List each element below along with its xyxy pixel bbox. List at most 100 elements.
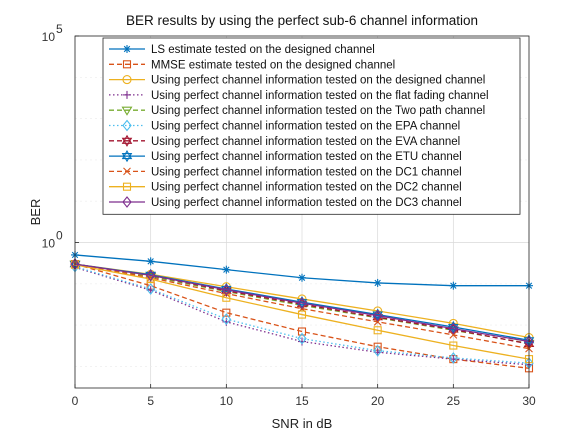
data-point [449, 341, 458, 350]
x-tick-label: 5 [147, 394, 154, 408]
legend-entry: Using perfect channel information tested… [109, 134, 460, 148]
data-point [297, 332, 307, 345]
marker-shape [121, 137, 133, 147]
x-tick-label: 30 [522, 394, 536, 408]
data-point [145, 269, 156, 282]
x-axis-label: SNR in dB [272, 416, 333, 431]
data-point [146, 257, 155, 266]
data-point [221, 313, 232, 325]
marker-stroke [123, 167, 131, 176]
data-point [297, 297, 307, 310]
marker-shape [222, 308, 231, 317]
series-11 [70, 258, 534, 348]
legend-label: Using perfect channel information tested… [151, 166, 462, 178]
series-line [74, 263, 530, 345]
legend-label: Using perfect channel information tested… [151, 75, 485, 87]
data-point [122, 75, 132, 85]
x-tick-label: 25 [447, 394, 461, 408]
legend-label: Using perfect channel information tested… [151, 121, 460, 133]
data-point [121, 106, 133, 116]
marker-shape [121, 153, 133, 163]
data-point [448, 352, 459, 364]
y-tick-label-base: 10 [42, 237, 56, 251]
x-tick-label: 0 [72, 394, 79, 408]
marker-shape [122, 75, 132, 85]
series-layer [69, 250, 535, 373]
data-point [297, 310, 307, 319]
y-tick-label-base: 10 [42, 30, 56, 44]
data-point [449, 330, 458, 339]
legend-entry: Using perfect channel information tested… [109, 182, 462, 194]
y-tick-label-exponent: 0 [56, 229, 63, 243]
legend-entry: Using perfect channel information tested… [109, 196, 462, 209]
marker-shape [373, 326, 382, 335]
marker-shape [145, 283, 156, 295]
marker-shape [122, 60, 132, 69]
data-point [123, 90, 131, 99]
legend-entry: Using perfect channel information tested… [109, 105, 485, 117]
marker-shape [221, 313, 232, 325]
data-point [448, 322, 459, 335]
data-point [221, 283, 232, 296]
chart-title: BER results by using the perfect sub-6 c… [126, 13, 478, 28]
legend-label: Using perfect channel information tested… [151, 151, 462, 163]
marker-shape [448, 322, 459, 335]
marker-shape [372, 344, 383, 357]
legend-label: MMSE estimate tested on the designed cha… [151, 59, 395, 71]
legend-label: Using perfect channel information tested… [151, 136, 460, 148]
legend-label: LS estimate tested on the designed chann… [151, 44, 375, 56]
data-point [122, 182, 132, 191]
legend-label: Using perfect channel information tested… [151, 90, 489, 102]
data-point [373, 278, 382, 287]
marker-shape [448, 352, 459, 364]
data-point [372, 309, 383, 322]
x-tick-label: 15 [295, 394, 309, 408]
marker-shape [145, 269, 156, 282]
series-line [74, 264, 530, 360]
legend-entry: Using perfect channel information tested… [109, 149, 462, 163]
marker-shape [297, 327, 307, 336]
data-point [222, 308, 231, 317]
data-point [123, 167, 131, 176]
data-point [297, 327, 307, 336]
data-point [122, 60, 132, 69]
marker-stroke [373, 317, 382, 326]
y-tick-label-exponent: 5 [56, 22, 63, 36]
legend-entry: Using perfect channel information tested… [109, 119, 460, 133]
marker-shape [372, 309, 383, 322]
legend-box [102, 37, 521, 215]
legend-entry: MMSE estimate tested on the designed cha… [109, 59, 395, 71]
legend-entry: Using perfect channel information tested… [109, 90, 489, 102]
series-line [74, 263, 530, 369]
marker-shape [221, 283, 232, 296]
legend-label: Using perfect channel information tested… [151, 197, 462, 209]
marker-shape [297, 297, 307, 310]
marker-shape [121, 134, 133, 144]
legend-label: Using perfect channel information tested… [151, 182, 462, 194]
marker-shape [122, 182, 132, 191]
data-point [122, 196, 132, 208]
legend: LS estimate tested on the designed chann… [102, 37, 521, 215]
legend-entry: LS estimate tested on the designed chann… [109, 44, 375, 56]
data-point [373, 317, 382, 326]
x-tick-label: 10 [220, 394, 234, 408]
data-point [372, 344, 383, 357]
x-tick-label: 20 [371, 394, 385, 408]
marker-shape [122, 119, 132, 132]
marker-stroke [449, 330, 458, 339]
legend-entry: Using perfect channel information tested… [109, 75, 485, 87]
marker-shape [297, 310, 307, 319]
marker-shape [121, 106, 133, 116]
data-point [373, 326, 382, 335]
data-point [222, 265, 231, 274]
data-point [298, 273, 306, 282]
data-point [122, 119, 132, 132]
data-point [145, 283, 156, 295]
data-point [123, 45, 131, 53]
marker-shape [297, 332, 307, 345]
legend-entry: Using perfect channel information tested… [109, 166, 462, 178]
data-point [121, 134, 133, 147]
